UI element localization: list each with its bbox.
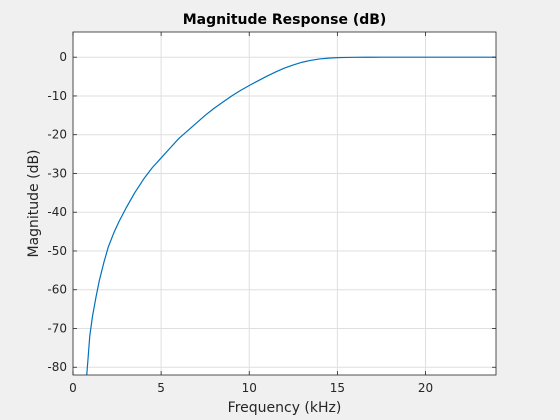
- x-tick-label: 15: [330, 381, 345, 395]
- x-tick-label: 20: [418, 381, 433, 395]
- series-layer: [86, 56, 496, 376]
- y-tick-label: -70: [47, 321, 67, 335]
- chart-title: Magnitude Response (dB): [183, 12, 387, 28]
- y-tick-label: 0: [59, 50, 67, 64]
- plot-area: [73, 32, 496, 375]
- y-tick-label: -30: [47, 166, 67, 180]
- y-tick-label: -50: [47, 244, 67, 258]
- x-tick-label: 0: [69, 381, 77, 395]
- series-line: [86, 56, 496, 376]
- x-axis-label: Frequency (kHz): [228, 400, 342, 416]
- y-tick-label: -10: [47, 89, 67, 103]
- y-tick-label: -40: [47, 205, 67, 219]
- x-tick-label: 5: [157, 381, 165, 395]
- y-tick-label: -60: [47, 283, 67, 297]
- plot-frame: [72, 31, 497, 376]
- y-tick-label: -80: [47, 360, 67, 374]
- ticks: 0 5 10 15 20 0 -10 -20 -30 -40 -50 -60 -70 -80: [47, 32, 496, 395]
- y-tick-label: -20: [47, 128, 67, 142]
- x-tick-label: 10: [242, 381, 257, 395]
- y-axis-label: Magnitude (dB): [26, 149, 42, 257]
- grid: [72, 32, 496, 375]
